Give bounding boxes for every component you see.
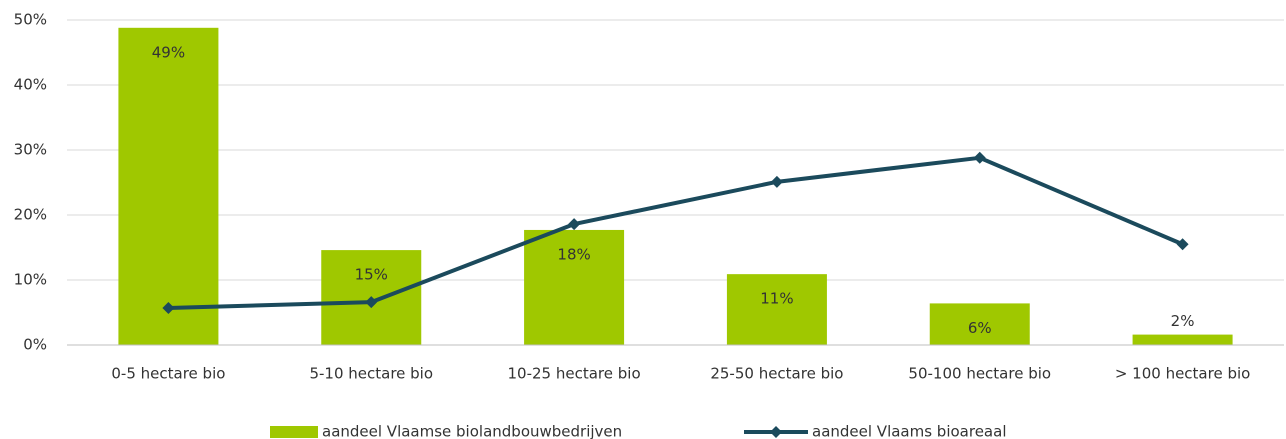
- data-label: 2%: [1171, 312, 1195, 330]
- x-tick-label: 50-100 hectare bio: [908, 365, 1051, 383]
- x-tick-label: 25-50 hectare bio: [710, 365, 843, 383]
- line-marker: [973, 151, 986, 164]
- bar: [118, 27, 219, 346]
- x-tick-label: 0-5 hectare bio: [111, 365, 225, 383]
- y-tick-label: 50%: [14, 11, 47, 29]
- legend-label: aandeel Vlaamse biolandbouwbedrijven: [322, 423, 622, 439]
- line-marker: [162, 301, 175, 314]
- data-label: 15%: [355, 266, 388, 284]
- data-label: 11%: [760, 290, 793, 308]
- data-label: 18%: [557, 245, 590, 263]
- bar: [1132, 334, 1233, 345]
- bar: [726, 274, 827, 345]
- bar: [524, 229, 625, 345]
- legend-swatch: [270, 426, 318, 438]
- x-tick-label: 10-25 hectare bio: [508, 365, 641, 383]
- data-label: 6%: [968, 319, 992, 337]
- line-marker: [365, 296, 378, 309]
- data-label: 49%: [152, 43, 185, 61]
- x-tick-label: > 100 hectare bio: [1115, 365, 1251, 383]
- line-marker: [568, 218, 581, 231]
- legend-label: aandeel Vlaams bioareaal: [812, 423, 1007, 439]
- legend-marker: [770, 426, 782, 438]
- y-tick-label: 0%: [23, 336, 47, 354]
- line: [168, 155, 1184, 310]
- y-tick-label: 10%: [14, 271, 47, 289]
- y-tick-label: 20%: [14, 206, 47, 224]
- line-marker: [1176, 238, 1189, 251]
- x-tick-label: 5-10 hectare bio: [309, 365, 433, 383]
- y-tick-label: 40%: [14, 76, 47, 94]
- bar: [929, 303, 1030, 345]
- line-marker: [770, 175, 783, 188]
- y-tick-label: 30%: [14, 141, 47, 159]
